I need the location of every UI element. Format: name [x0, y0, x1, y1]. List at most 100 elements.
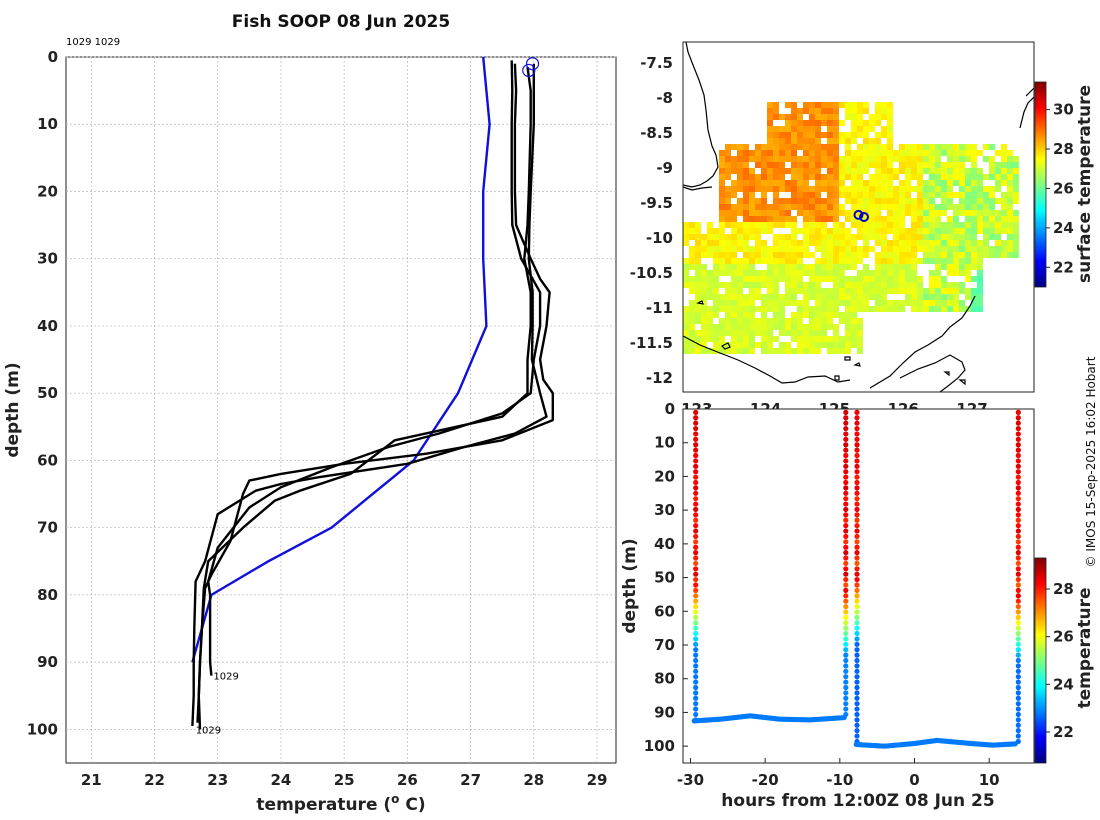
- sst-cell: [737, 150, 743, 156]
- sst-cell: [743, 198, 749, 204]
- sst-cell: [755, 162, 761, 168]
- sst-cell: [791, 240, 797, 246]
- sst-cell: [695, 276, 701, 282]
- sst-cell: [851, 258, 857, 264]
- sst-cell: [815, 162, 821, 168]
- section-data-point: [1015, 674, 1021, 680]
- sst-cell: [761, 162, 767, 168]
- sst-cell: [803, 138, 809, 144]
- section-data-point: [843, 496, 849, 502]
- sst-cell: [845, 102, 851, 108]
- sst-cell: [821, 120, 827, 126]
- sst-cell: [965, 186, 971, 192]
- sst-cell: [893, 234, 899, 240]
- section-data-point: [693, 490, 699, 496]
- sst-cell: [767, 168, 773, 174]
- sst-cell: [1001, 204, 1007, 210]
- sst-cell: [995, 180, 1001, 186]
- sst-cell: [737, 318, 743, 324]
- sst-cell: [929, 222, 935, 228]
- sst-cell: [899, 192, 905, 198]
- sst-cell: [773, 300, 779, 306]
- sst-cell: [851, 174, 857, 180]
- sst-cell: [947, 144, 953, 150]
- sst-cell: [827, 336, 833, 342]
- sst-cell: [731, 162, 737, 168]
- sst-cell: [863, 222, 869, 228]
- sst-cell: [977, 300, 983, 306]
- section-data-point: [854, 447, 860, 453]
- sst-cell: [851, 240, 857, 246]
- sst-cell: [911, 288, 917, 294]
- sst-cell: [701, 330, 707, 336]
- sst-cell: [1001, 156, 1007, 162]
- sst-cell: [773, 144, 779, 150]
- sst-cell: [989, 144, 995, 150]
- sst-cell: [761, 270, 767, 276]
- sst-cell: [815, 228, 821, 234]
- sst-cell: [797, 282, 803, 288]
- sst-cell: [809, 156, 815, 162]
- sst-cell: [761, 240, 767, 246]
- sst-cell: [773, 150, 779, 156]
- sst-cell: [977, 228, 983, 234]
- sst-cell: [731, 264, 737, 270]
- section-data-point: [693, 652, 699, 658]
- sst-cell: [941, 276, 947, 282]
- sst-cell: [803, 246, 809, 252]
- sst-cell: [923, 156, 929, 162]
- sst-cell: [797, 330, 803, 336]
- profile-lines: [191, 57, 554, 730]
- sst-cell: [809, 318, 815, 324]
- sst-cell: [869, 198, 875, 204]
- sst-cell: [707, 318, 713, 324]
- sst-cell: [905, 168, 911, 174]
- sst-cell: [995, 234, 1001, 240]
- section-data-point: [693, 539, 699, 545]
- sst-cell: [845, 312, 851, 318]
- sst-cell: [959, 234, 965, 240]
- sst-cell: [893, 168, 899, 174]
- sst-cell: [713, 336, 719, 342]
- sst-cell: [773, 132, 779, 138]
- sst-cell: [929, 246, 935, 252]
- sst-cell: [809, 108, 815, 114]
- sst-cell: [953, 192, 959, 198]
- sst-cell: [737, 168, 743, 174]
- sst-cell: [833, 174, 839, 180]
- sst-cell: [947, 252, 953, 258]
- sst-cell: [941, 198, 947, 204]
- sst-cell: [899, 216, 905, 222]
- sst-cell: [863, 138, 869, 144]
- sst-cell: [755, 258, 761, 264]
- sst-cell: [845, 324, 851, 330]
- sst-cell: [827, 216, 833, 222]
- sst-cell: [797, 300, 803, 306]
- sst-cell: [959, 264, 965, 270]
- sst-cell: [809, 192, 815, 198]
- temperature-colorbar-label: temperature: [1075, 587, 1095, 708]
- sst-cell: [851, 324, 857, 330]
- colorbar-tick-label: 22: [1053, 723, 1074, 741]
- sst-cell: [803, 102, 809, 108]
- sst-cell: [749, 312, 755, 318]
- sst-cell: [725, 222, 731, 228]
- sst-cell: [731, 216, 737, 222]
- sst-cell: [833, 336, 839, 342]
- sst-cell: [737, 156, 743, 162]
- sst-cell: [929, 288, 935, 294]
- sst-cell: [923, 288, 929, 294]
- sst-cell: [779, 252, 785, 258]
- sst-cell: [743, 330, 749, 336]
- sst-cell: [923, 186, 929, 192]
- sst-cell: [857, 348, 863, 354]
- sst-cell: [707, 294, 713, 300]
- profile-gridlines: [66, 56, 616, 763]
- sst-cell: [905, 198, 911, 204]
- section-data-point: [693, 506, 699, 513]
- sst-cell: [875, 276, 881, 282]
- sst-cell: [749, 270, 755, 276]
- sst-cell: [881, 150, 887, 156]
- sst-cell: [785, 246, 791, 252]
- sst-cell: [791, 156, 797, 162]
